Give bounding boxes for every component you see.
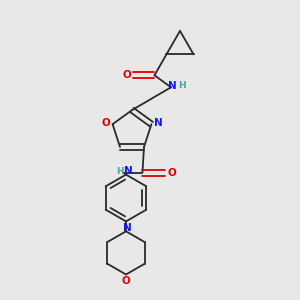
Text: O: O — [122, 276, 130, 286]
Text: O: O — [122, 70, 131, 80]
Text: N: N — [168, 81, 177, 91]
Text: O: O — [101, 118, 110, 128]
Text: H: H — [116, 167, 124, 176]
Text: H: H — [178, 81, 186, 90]
Text: N: N — [123, 223, 132, 233]
Text: N: N — [124, 166, 133, 176]
Text: N: N — [154, 118, 162, 128]
Text: O: O — [167, 167, 176, 178]
